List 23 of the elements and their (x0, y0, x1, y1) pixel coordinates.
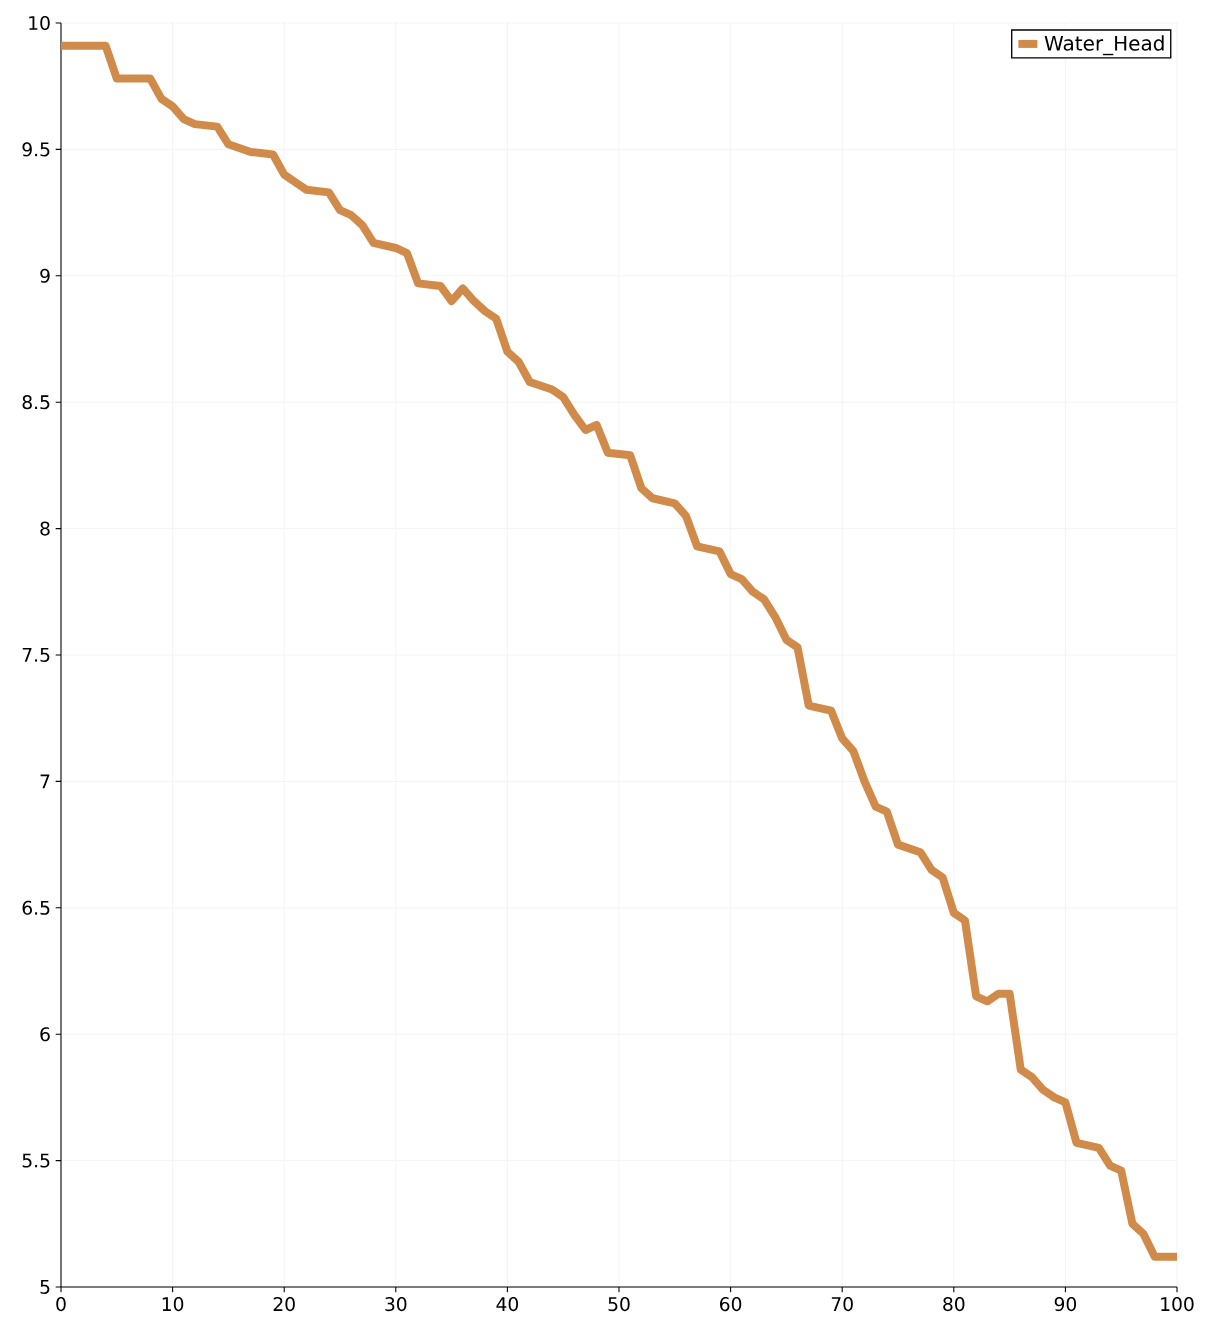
x-tick-label: 20 (273, 1297, 295, 1312)
x-tick-label: 50 (608, 1297, 630, 1312)
legend-label: Water_Head (1044, 35, 1164, 56)
x-tick-label: 0 (56, 1297, 66, 1312)
y-tick-label: 7 (40, 774, 50, 789)
x-tick-label: 100 (1161, 1297, 1194, 1312)
y-tick-label: 8 (40, 521, 50, 536)
y-tick-label: 5.5 (22, 1153, 50, 1168)
x-tick-label: 40 (496, 1297, 519, 1312)
y-tick-label: 7.5 (22, 648, 50, 662)
y-tick-label: 5 (40, 1280, 50, 1294)
y-tick-label: 9 (40, 268, 50, 283)
y-tick-label: 6.5 (22, 900, 50, 915)
x-tick-label: 60 (720, 1297, 742, 1312)
y-tick-label: 9.5 (22, 142, 50, 157)
x-tick-label: 90 (1054, 1297, 1077, 1312)
x-tick-label: 30 (385, 1297, 407, 1312)
x-tick-label: 70 (831, 1297, 853, 1312)
x-tick-label: 80 (943, 1297, 965, 1312)
y-tick-label: 8.5 (22, 395, 50, 410)
y-tick-label: 6 (40, 1027, 50, 1042)
x-tick-label: 10 (162, 1297, 184, 1312)
y-tick-label: 10 (29, 15, 50, 31)
